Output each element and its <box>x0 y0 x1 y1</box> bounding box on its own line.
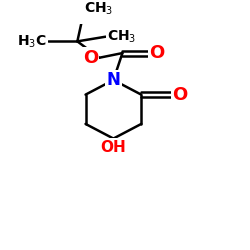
Text: O: O <box>172 86 188 104</box>
Text: CH$_3$: CH$_3$ <box>84 0 113 17</box>
Text: CH$_3$: CH$_3$ <box>107 28 136 45</box>
Text: O: O <box>150 44 165 62</box>
Text: N: N <box>106 71 120 89</box>
Text: OH: OH <box>100 140 126 155</box>
Text: H$_3$C: H$_3$C <box>17 33 46 50</box>
Text: O: O <box>83 49 98 67</box>
